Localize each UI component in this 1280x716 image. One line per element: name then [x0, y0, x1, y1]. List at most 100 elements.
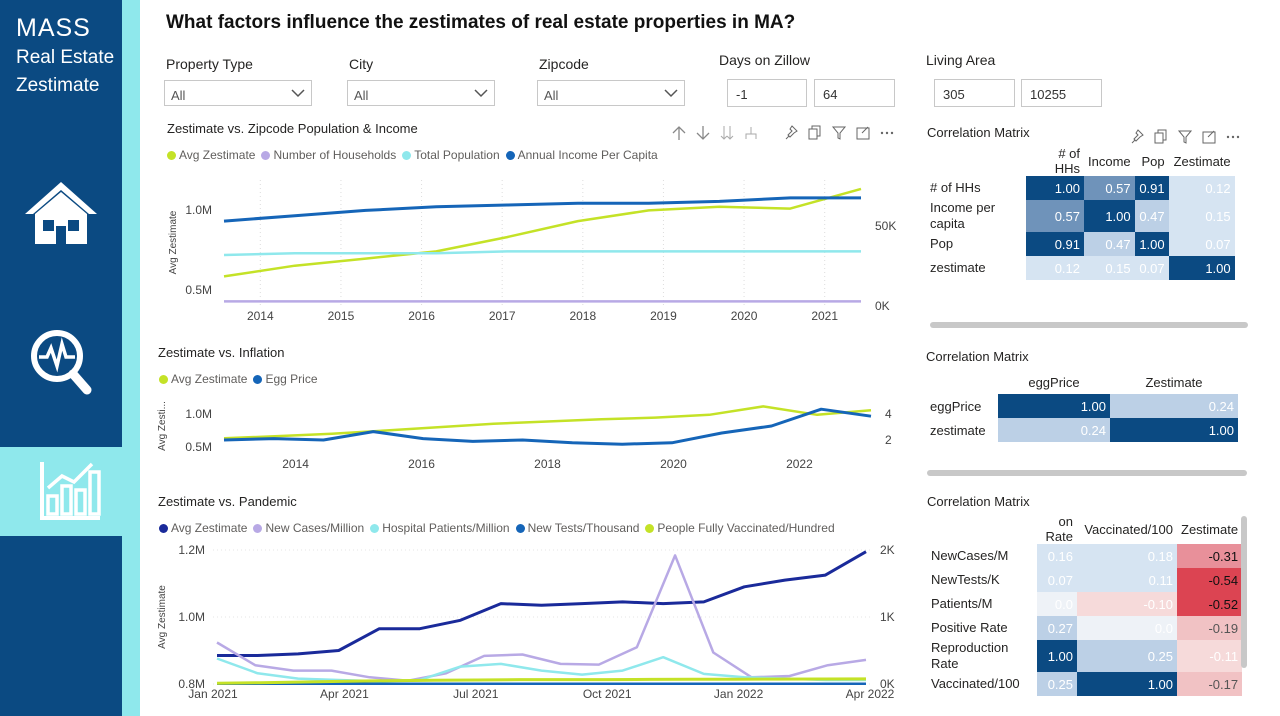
correlation-cell[interactable]: 0.24	[1110, 394, 1238, 418]
table-row[interactable]: Reproduction Rate 1.00 0.25 -0.11	[927, 640, 1243, 672]
column-header[interactable]: # of HHs	[1054, 146, 1080, 176]
column-header[interactable]: Zestimate	[1145, 374, 1203, 390]
copy-icon[interactable]	[1154, 129, 1168, 145]
correlation-cell[interactable]: 0.11	[1077, 568, 1177, 592]
correlation-cell[interactable]: 1.00	[1168, 256, 1235, 280]
living-area-max-input[interactable]: 10255	[1021, 79, 1102, 107]
correlation-cell[interactable]: 0.12	[1168, 176, 1235, 200]
correlation-cell[interactable]: 1.00	[1026, 176, 1084, 200]
correlation-cell[interactable]: 0.91	[1134, 176, 1169, 200]
correlation-cell[interactable]: 0.07	[1134, 256, 1169, 280]
column-header[interactable]: Pop	[1141, 153, 1165, 169]
correlation-cell[interactable]: -0.31	[1177, 544, 1243, 568]
correlation-cell[interactable]: 0.24	[998, 418, 1110, 442]
correlation-cell[interactable]: 0.57	[1084, 176, 1135, 200]
correlation-cell[interactable]: -0.19	[1177, 616, 1243, 640]
table-row[interactable]: Vaccinated/100 0.25 1.00 -0.17	[927, 672, 1243, 696]
column-header[interactable]: Zestimate	[1181, 521, 1239, 537]
living-area-min-input[interactable]: 305	[934, 79, 1015, 107]
correlation-cell[interactable]: 0.12	[1026, 256, 1084, 280]
correlation-cell[interactable]: 0.0	[1077, 616, 1177, 640]
legend-item[interactable]: New Cases/Million	[253, 521, 364, 535]
legend-item[interactable]: Total Population	[402, 148, 500, 162]
correlation-cell[interactable]: -0.11	[1177, 640, 1243, 672]
table-row[interactable]: eggPrice 1.00 0.24	[926, 394, 1238, 418]
table-row[interactable]: Positive Rate 0.27 0.0 -0.19	[927, 616, 1243, 640]
correlation-cell[interactable]: 1.00	[1084, 200, 1135, 232]
correlation-cell[interactable]: 1.00	[1134, 232, 1169, 256]
filter-icon[interactable]	[832, 125, 846, 141]
copy-icon[interactable]	[808, 125, 822, 141]
correlation-cell[interactable]: -0.10	[1077, 592, 1177, 616]
nav-chart-button[interactable]	[0, 447, 140, 537]
chart-pandemic[interactable]	[155, 491, 907, 711]
chart-population-income[interactable]	[160, 118, 908, 332]
filter-icon[interactable]	[1178, 129, 1192, 145]
table-row[interactable]: Income per capita 0.57 1.00 0.47 0.15	[926, 200, 1235, 232]
legend-item[interactable]: People Fully Vaccinated/Hundred	[645, 521, 835, 535]
column-header[interactable]: on Rate	[1045, 514, 1073, 544]
days-on-zillow-min-input[interactable]: -1	[727, 79, 807, 107]
correlation-cell[interactable]: 1.00	[998, 394, 1110, 418]
correlation-cell[interactable]: 0.16	[1037, 544, 1077, 568]
correlation-cell[interactable]: 0.18	[1077, 544, 1177, 568]
more-options-icon[interactable]	[880, 125, 894, 141]
correlation-cell[interactable]: 0.07	[1168, 232, 1235, 256]
correlation-cell[interactable]: -0.17	[1177, 672, 1243, 696]
correlation-cell[interactable]: 1.00	[1077, 672, 1177, 696]
correlation-cell[interactable]: 0.91	[1026, 232, 1084, 256]
hierarchy-icon[interactable]	[744, 125, 758, 141]
corr1-horizontal-scrollbar[interactable]	[930, 322, 1248, 328]
city-dropdown[interactable]: All	[347, 80, 495, 106]
days-on-zillow-max-input[interactable]: 64	[814, 79, 895, 107]
nav-analysis-button[interactable]	[0, 318, 122, 408]
table-row[interactable]: zestimate 0.12 0.15 0.07 1.00	[926, 256, 1235, 280]
legend-item[interactable]: Number of Households	[261, 148, 396, 162]
table-row[interactable]: Pop 0.91 0.47 1.00 0.07	[926, 232, 1235, 256]
correlation-cell[interactable]: 0.47	[1134, 200, 1169, 232]
legend-item[interactable]: Hospital Patients/Million	[370, 521, 510, 535]
correlation-cell[interactable]: 0.15	[1168, 200, 1235, 232]
correlation-cell[interactable]: 0.15	[1084, 256, 1135, 280]
zipcode-dropdown[interactable]: All	[537, 80, 685, 106]
correlation-cell[interactable]: 0.0	[1037, 592, 1077, 616]
column-header[interactable]: eggPrice	[1028, 374, 1080, 390]
correlation-cell[interactable]: 0.07	[1037, 568, 1077, 592]
table-row[interactable]: Patients/M 0.0 -0.10 -0.52	[927, 592, 1243, 616]
correlation-cell[interactable]: 0.25	[1077, 640, 1177, 672]
column-header[interactable]: Income	[1088, 153, 1131, 169]
correlation-cell[interactable]: 0.57	[1026, 200, 1084, 232]
nav-home-button[interactable]	[0, 168, 122, 258]
legend-item[interactable]: Egg Price	[253, 372, 318, 386]
correlation-cell[interactable]: 0.47	[1084, 232, 1135, 256]
focus-mode-icon[interactable]	[1202, 129, 1216, 145]
more-options-icon[interactable]	[1226, 129, 1240, 145]
table-row[interactable]: zestimate 0.24 1.00	[926, 418, 1238, 442]
legend-item[interactable]: New Tests/Thousand	[515, 521, 639, 535]
pin-icon[interactable]	[784, 125, 798, 141]
correlation-cell[interactable]: 1.00	[1037, 640, 1077, 672]
drill-down-icon[interactable]	[696, 125, 710, 141]
column-header[interactable]: Vaccinated/100	[1084, 521, 1173, 537]
legend-item[interactable]: Avg Zestimate	[159, 372, 247, 386]
legend-item[interactable]: Avg Zestimate	[167, 148, 255, 162]
correlation-cell[interactable]: 1.00	[1110, 418, 1238, 442]
pin-icon[interactable]	[1130, 129, 1144, 145]
legend-item[interactable]: Annual Income Per Capita	[505, 148, 658, 162]
table-row[interactable]: NewCases/M 0.16 0.18 -0.31	[927, 544, 1243, 568]
correlation-cell[interactable]: 0.27	[1037, 616, 1077, 640]
table-row[interactable]: NewTests/K 0.07 0.11 -0.54	[927, 568, 1243, 592]
correlation-cell[interactable]: 0.25	[1037, 672, 1077, 696]
drill-up-icon[interactable]	[672, 125, 686, 141]
chart-inflation[interactable]	[155, 342, 907, 482]
corr3-vertical-scrollbar[interactable]	[1241, 516, 1247, 668]
column-header[interactable]: Zestimate	[1173, 153, 1231, 169]
correlation-cell[interactable]: -0.52	[1177, 592, 1243, 616]
table-row[interactable]: # of HHs 1.00 0.57 0.91 0.12	[926, 176, 1235, 200]
correlation-cell[interactable]: -0.54	[1177, 568, 1243, 592]
legend-item[interactable]: Avg Zestimate	[159, 521, 247, 535]
corr2-horizontal-scrollbar[interactable]	[927, 470, 1247, 476]
focus-mode-icon[interactable]	[856, 125, 870, 141]
expand-next-level-icon[interactable]	[720, 125, 734, 141]
property-type-dropdown[interactable]: All	[164, 80, 312, 106]
